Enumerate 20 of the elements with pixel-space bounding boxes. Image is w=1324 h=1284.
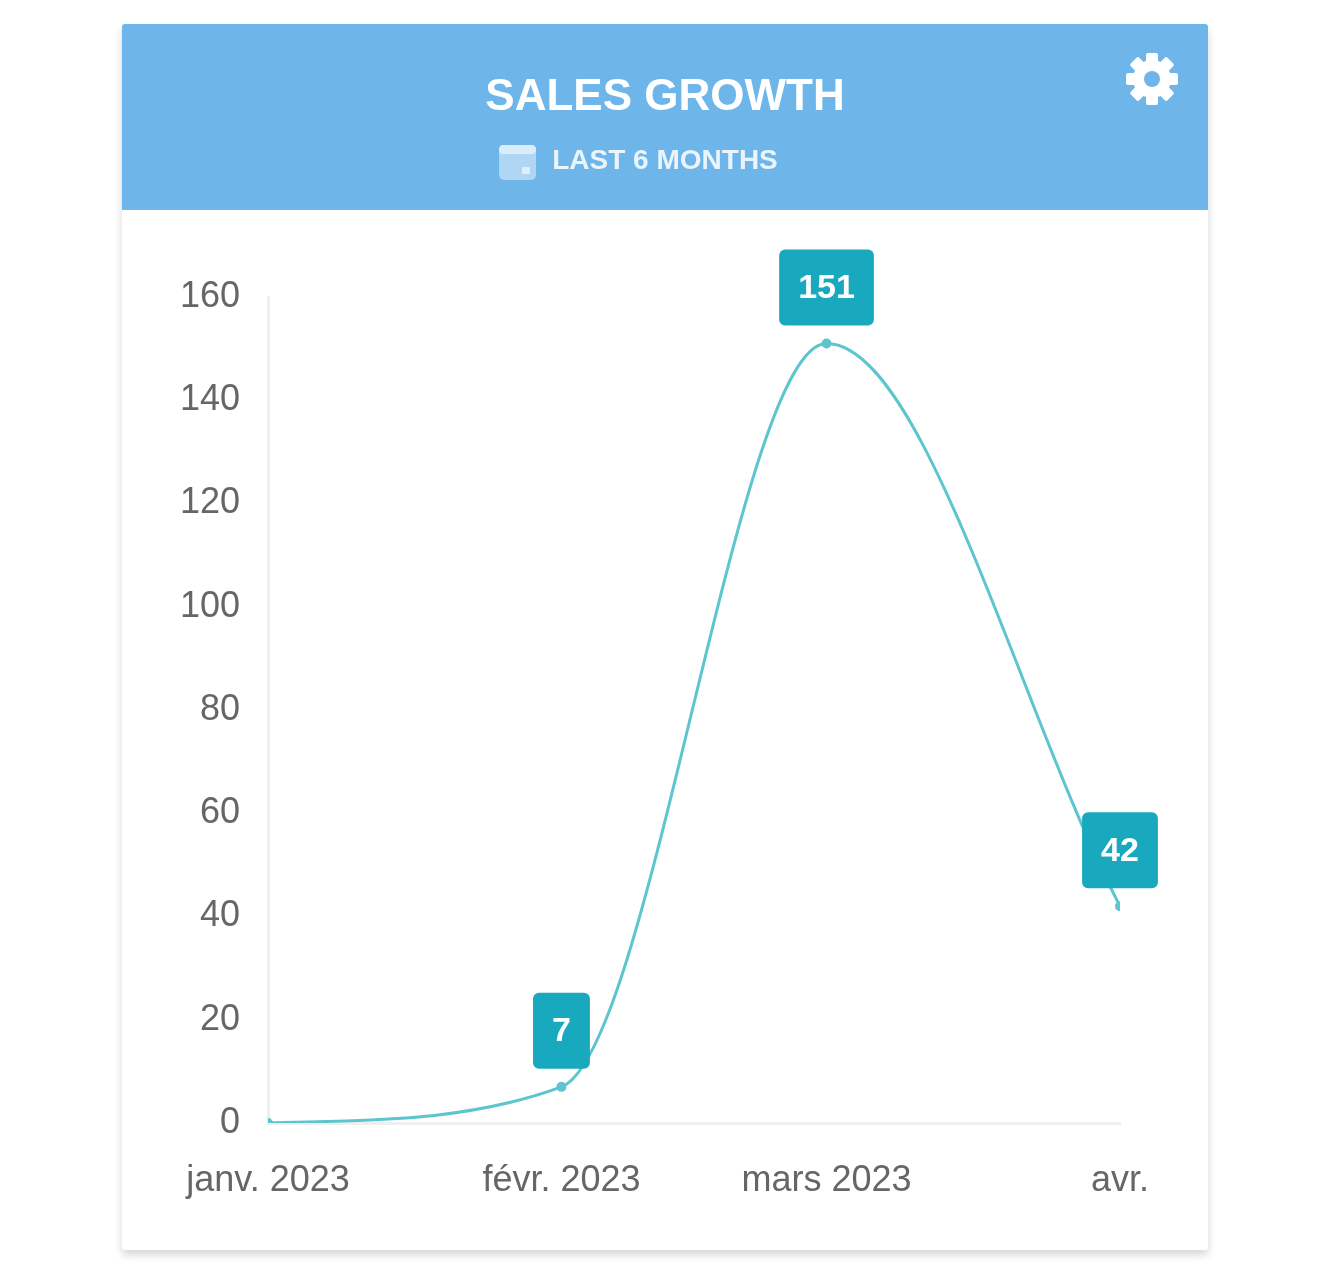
y-tick-label: 100 xyxy=(179,583,240,625)
y-tick-label: 160 xyxy=(179,273,240,315)
x-tick-label: févr. 2023 xyxy=(482,1157,641,1199)
y-tick-label: 20 xyxy=(199,996,240,1038)
y-tick-label: 120 xyxy=(179,480,240,522)
y-tick-label: 140 xyxy=(179,377,240,419)
chart-title: SALES GROWTH xyxy=(484,69,846,121)
data-label: 151 xyxy=(798,266,855,305)
data-label: 7 xyxy=(552,1010,571,1049)
y-tick-label: 60 xyxy=(199,790,240,832)
data-label: 42 xyxy=(1101,829,1139,868)
x-tick-label: avr. xyxy=(1090,1157,1150,1199)
y-tick-label: 40 xyxy=(199,893,240,935)
x-tick-label: mars 2023 xyxy=(741,1157,912,1199)
chart-subtitle: LAST 6 MONTHS xyxy=(552,143,778,177)
point xyxy=(556,1081,567,1092)
y-tick-label: 80 xyxy=(199,686,240,728)
point xyxy=(821,338,832,349)
y-tick-label: 0 xyxy=(219,1099,240,1141)
x-tick-label: janv. 2023 xyxy=(185,1157,350,1199)
